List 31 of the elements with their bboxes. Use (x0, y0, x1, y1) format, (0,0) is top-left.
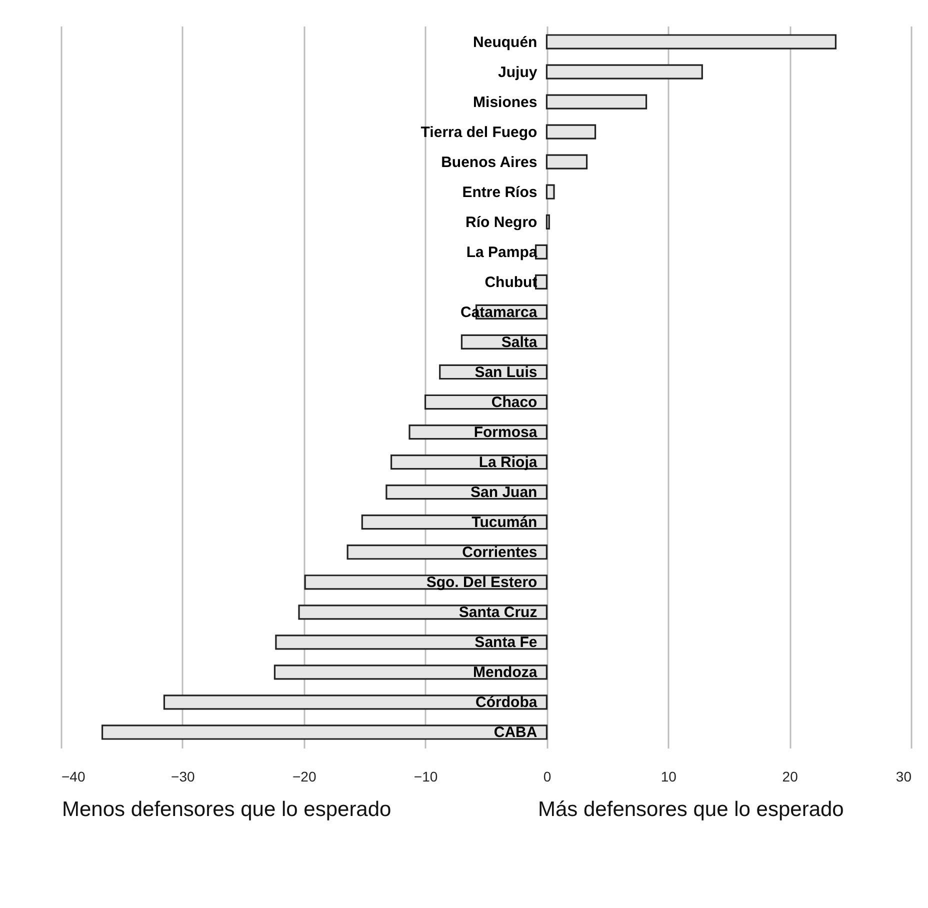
x-tick-label: 0 (543, 768, 552, 784)
x-tick-label: −10 (414, 768, 438, 784)
y-tick-label: Misiones (473, 94, 538, 111)
y-tick-label: Santa Fe (474, 634, 538, 652)
y-tick-label: Mendoza (473, 664, 538, 682)
y-tick-label: San Luis (474, 364, 538, 381)
y-tick-label: Río Negro (466, 214, 538, 231)
y-tick-label: Corrientes (462, 544, 538, 562)
y-tick-label: Santa Cruz (458, 604, 538, 622)
y-tick-label: La Rioja (478, 454, 538, 472)
x-tick-label: −30 (171, 768, 196, 784)
y-tick-label: Neuquén (473, 34, 538, 51)
y-tick-label: Sgo. Del Estero (426, 574, 538, 592)
y-tick-label: Jujuy (498, 64, 538, 81)
y-tick-label: Córdoba (476, 694, 538, 712)
y-tick-label: San Juan (470, 484, 538, 502)
y-tick-label: Chaco (491, 394, 538, 412)
y-tick-label: Tucumán (472, 514, 538, 532)
y-tick-label: CABA (494, 724, 538, 742)
x-tick-label: 30 (896, 768, 912, 784)
text: Más defensores que lo esperado (538, 798, 844, 822)
y-tick-label: Entre Ríos (462, 184, 538, 201)
x-tick-label: 10 (660, 768, 677, 784)
x-tick-label: 20 (782, 768, 798, 784)
y-tick-label: Salta (501, 334, 538, 351)
text: Menos defensores que lo esperado (62, 798, 392, 822)
x-tick-label: −20 (292, 768, 316, 784)
y-tick-label: Tierra del Fuego (420, 124, 538, 141)
y-tick-label: Formosa (474, 424, 538, 442)
y-tick-label: Buenos Aires (441, 154, 538, 171)
x-tick-label: −40 (62, 768, 86, 784)
